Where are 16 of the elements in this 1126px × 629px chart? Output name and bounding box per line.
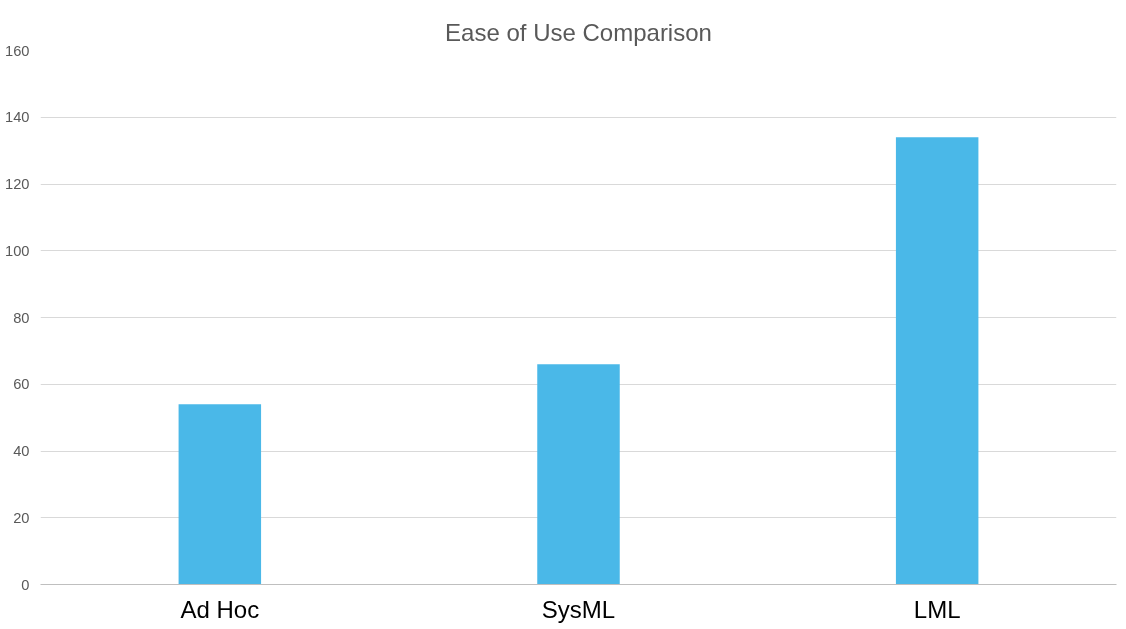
y-tick-label: 0 xyxy=(21,576,30,593)
y-tick-label: 80 xyxy=(13,309,30,326)
y-tick-label: 40 xyxy=(13,443,30,459)
bar xyxy=(178,404,262,585)
chart-title: Ease of Use Comparison xyxy=(445,18,712,46)
y-tick-label: 120 xyxy=(5,176,30,192)
y-tick-label: 100 xyxy=(5,242,30,259)
x-tick-label: LML xyxy=(913,595,961,623)
y-tick-label: 160 xyxy=(5,42,30,59)
bar xyxy=(895,137,979,585)
bar xyxy=(537,364,620,585)
x-tick-label: Ad Hoc xyxy=(180,595,260,623)
y-tick-label: 60 xyxy=(13,376,30,393)
x-tick-label: SysML xyxy=(541,595,616,623)
y-tick-label: 20 xyxy=(13,509,30,526)
y-tick-label: 140 xyxy=(5,109,30,126)
